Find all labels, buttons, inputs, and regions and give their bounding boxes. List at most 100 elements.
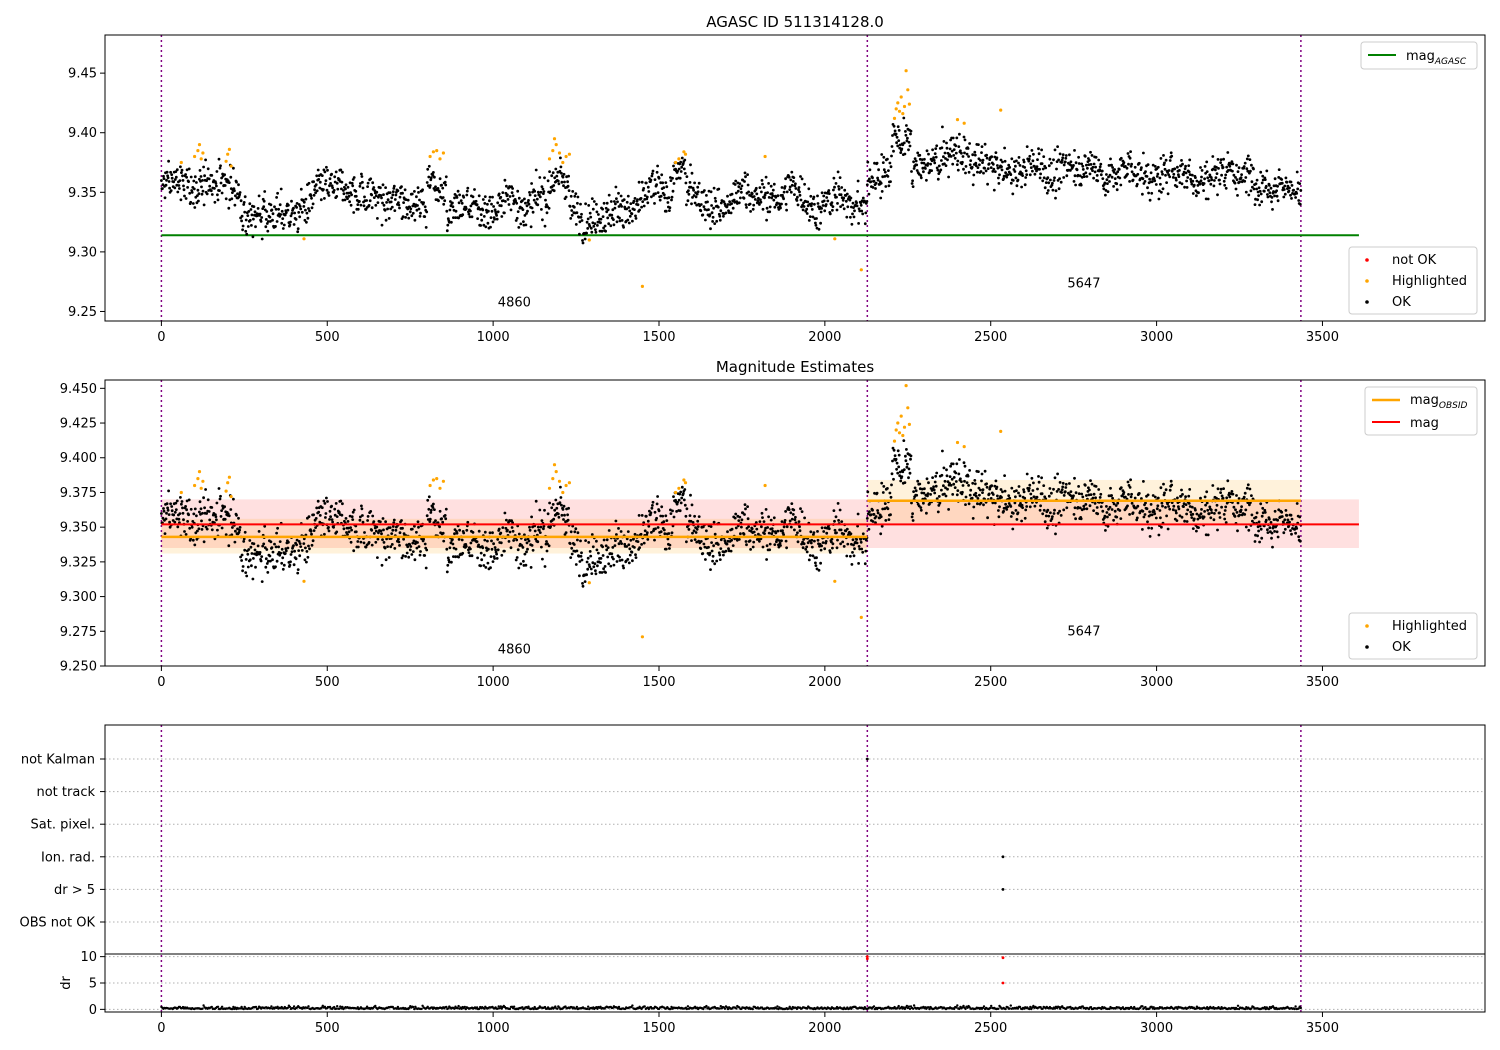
ok-point bbox=[346, 533, 349, 536]
ok-point bbox=[788, 188, 792, 192]
ok-point bbox=[799, 175, 802, 178]
ok-point bbox=[653, 538, 656, 542]
ok-point bbox=[245, 574, 249, 578]
ok-point bbox=[352, 176, 356, 179]
ok-point bbox=[607, 529, 611, 532]
ok-point bbox=[767, 515, 770, 519]
ok-point bbox=[252, 557, 255, 560]
ok-point bbox=[1029, 492, 1033, 496]
ok-point bbox=[1062, 494, 1066, 497]
ok-point bbox=[952, 148, 956, 152]
ok-point bbox=[892, 477, 895, 481]
ok-point bbox=[433, 175, 436, 179]
ok-point bbox=[978, 163, 981, 167]
ok-point bbox=[394, 528, 398, 532]
ok-point bbox=[943, 492, 946, 496]
ok-point bbox=[560, 513, 564, 517]
highlighted-point bbox=[431, 150, 435, 154]
ok-point bbox=[874, 181, 878, 185]
ok-point bbox=[1244, 176, 1248, 179]
ok-point bbox=[454, 216, 457, 220]
ok-point bbox=[937, 504, 941, 507]
ok-point bbox=[966, 147, 970, 150]
ok-point bbox=[760, 179, 764, 182]
ok-point bbox=[589, 215, 593, 219]
ok-point bbox=[517, 226, 521, 229]
ok-point bbox=[654, 192, 657, 196]
ok-point bbox=[1270, 200, 1273, 204]
ok-point bbox=[971, 517, 975, 520]
ok-point bbox=[1200, 169, 1204, 172]
ok-point bbox=[496, 201, 500, 205]
ok-point bbox=[192, 187, 196, 191]
ok-point bbox=[938, 501, 942, 505]
ok-point bbox=[1185, 520, 1189, 523]
ok-point bbox=[397, 201, 400, 205]
ok-point bbox=[346, 520, 350, 523]
ok-point bbox=[262, 542, 266, 546]
ok-point bbox=[165, 511, 168, 515]
ok-point bbox=[292, 563, 296, 567]
ok-point bbox=[789, 178, 793, 182]
ok-point bbox=[567, 506, 570, 510]
ok-point bbox=[536, 525, 540, 529]
ok-point bbox=[1118, 509, 1122, 512]
highlighted-point bbox=[224, 489, 228, 493]
ok-point bbox=[618, 216, 621, 220]
ok-point bbox=[734, 191, 738, 195]
ok-point bbox=[1020, 172, 1024, 175]
ok-point bbox=[302, 205, 306, 208]
ok-point bbox=[991, 501, 995, 505]
ok-point bbox=[627, 221, 631, 225]
ok-point bbox=[620, 219, 624, 222]
ok-point bbox=[410, 527, 414, 531]
ok-point bbox=[690, 539, 693, 542]
ok-point bbox=[593, 562, 597, 566]
ok-point bbox=[702, 205, 706, 209]
ok-point bbox=[707, 189, 711, 193]
ok-point bbox=[798, 190, 801, 194]
ok-point bbox=[884, 519, 888, 522]
ok-point bbox=[659, 194, 663, 198]
ok-point bbox=[474, 199, 478, 203]
ok-point bbox=[597, 213, 600, 216]
ok-point bbox=[796, 540, 800, 544]
ok-point bbox=[773, 205, 777, 209]
ok-point bbox=[167, 180, 171, 183]
ok-point bbox=[876, 509, 879, 512]
ok-point bbox=[161, 516, 165, 520]
ok-point bbox=[495, 217, 499, 221]
ok-point bbox=[263, 190, 267, 193]
ok-point bbox=[372, 532, 376, 535]
ok-point bbox=[797, 520, 801, 523]
ok-point bbox=[857, 545, 861, 548]
ok-point bbox=[643, 194, 647, 197]
ok-point bbox=[763, 532, 766, 535]
ok-point bbox=[961, 490, 964, 494]
mag-ytick-label: 9.250 bbox=[60, 660, 97, 675]
ok-point bbox=[961, 484, 965, 487]
ok-point bbox=[622, 198, 626, 202]
ok-point bbox=[898, 474, 902, 478]
ok-point bbox=[410, 214, 414, 218]
ok-point bbox=[754, 186, 758, 190]
ok-point bbox=[341, 198, 345, 202]
ok-point bbox=[1244, 190, 1248, 194]
ok-point bbox=[393, 209, 397, 213]
highlighted-point bbox=[587, 238, 591, 242]
ok-point bbox=[581, 241, 585, 245]
ok-point bbox=[858, 547, 862, 551]
ok-point bbox=[491, 195, 494, 199]
ok-point bbox=[1088, 488, 1091, 492]
ok-point bbox=[1185, 512, 1188, 516]
ok-point bbox=[1091, 496, 1095, 500]
ok-point bbox=[390, 543, 394, 546]
ok-point bbox=[913, 486, 917, 490]
ok-point bbox=[1169, 479, 1173, 483]
ok-point bbox=[1161, 504, 1164, 508]
ok-point bbox=[1191, 179, 1195, 183]
ok-point bbox=[160, 512, 163, 515]
ok-point bbox=[1244, 525, 1248, 529]
ok-point bbox=[823, 547, 827, 551]
ok-point bbox=[1221, 166, 1225, 169]
